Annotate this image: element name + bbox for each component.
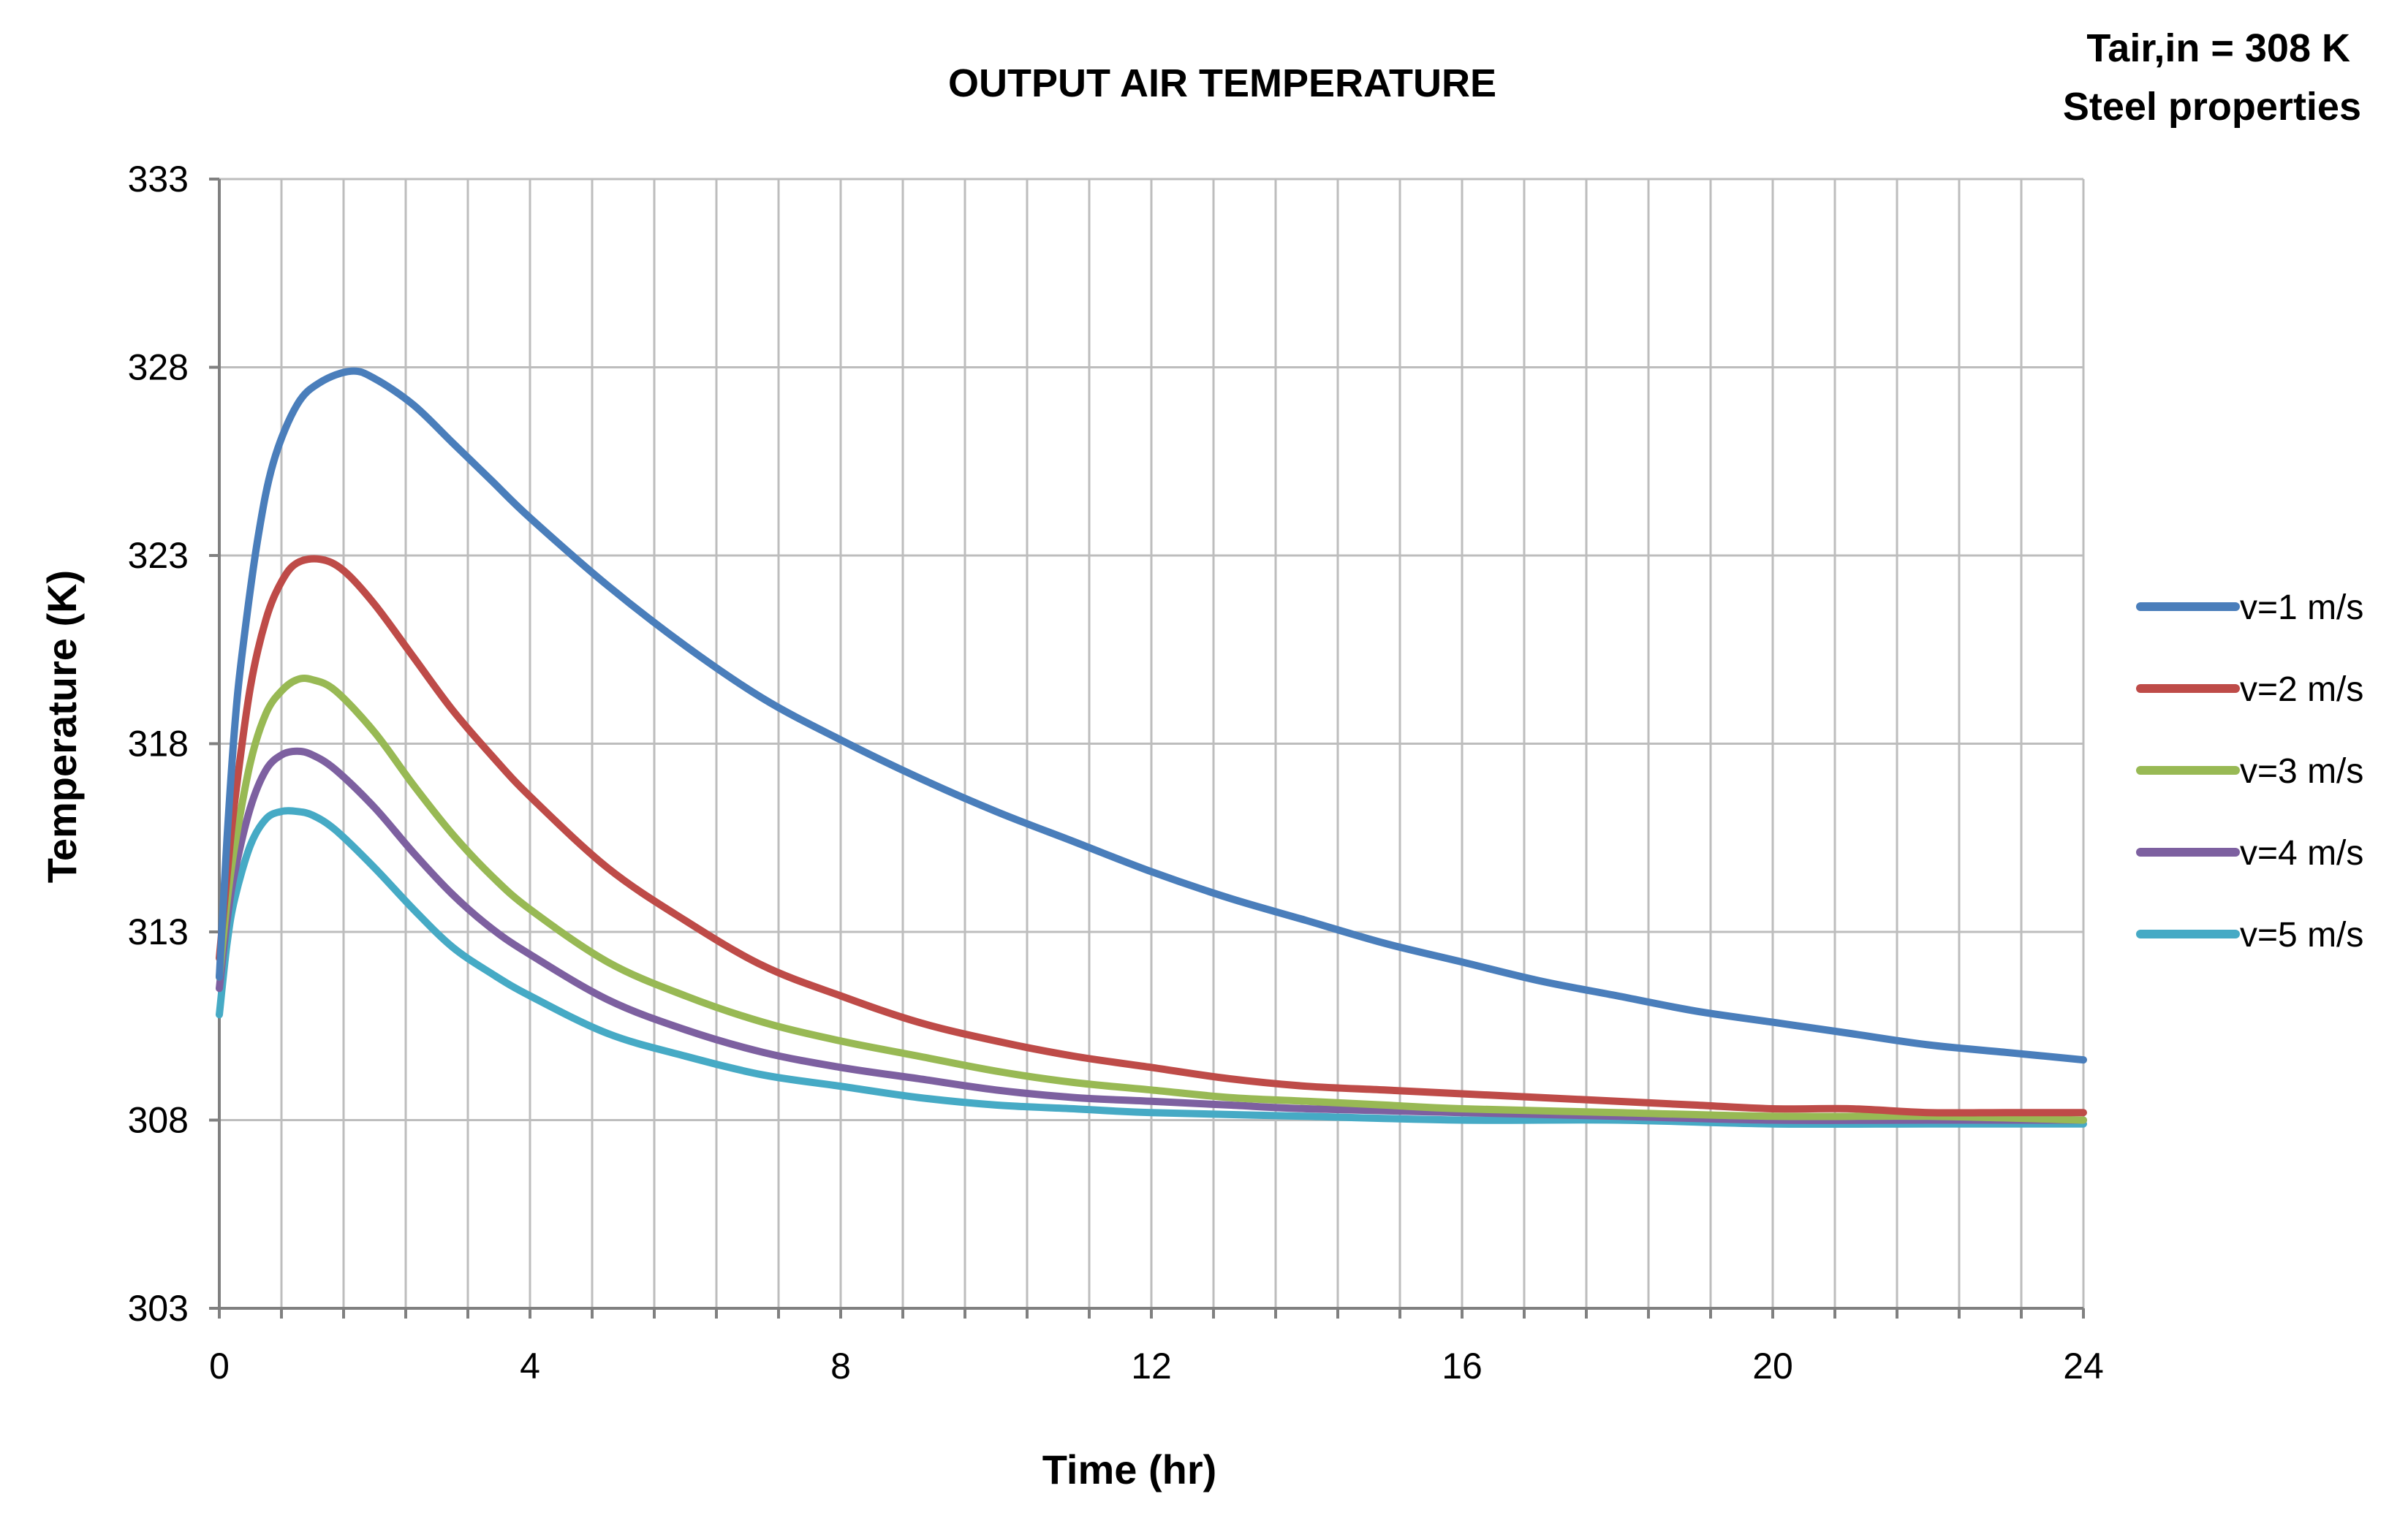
chart-title: OUTPUT AIR TEMPERATURE: [948, 61, 1496, 105]
annotation-inlet-temperature: Tair,in = 308 K: [2086, 26, 2350, 70]
legend-label-v-5-m-s: v=5 m/s: [2240, 916, 2363, 955]
x-tick-label: 20: [1752, 1346, 1793, 1387]
x-tick-label: 0: [209, 1346, 230, 1387]
y-tick-label: 313: [128, 911, 189, 952]
y-tick-label: 323: [128, 535, 189, 576]
legend-label-v-2-m-s: v=2 m/s: [2240, 670, 2363, 709]
series-line-v-5-m-s: [216, 807, 2087, 1129]
x-tick-label: 8: [830, 1346, 851, 1387]
y-tick-label: 328: [128, 347, 189, 388]
series-lines: [216, 367, 2087, 1129]
x-tick-label: 4: [520, 1346, 540, 1387]
series-line-v-3-m-s: [216, 675, 2087, 1124]
y-tick-label: 308: [128, 1100, 189, 1141]
y-tick-label: 333: [128, 159, 189, 200]
x-tick-label: 24: [2063, 1346, 2104, 1387]
y-tick-label: 318: [128, 724, 189, 765]
x-axis-label: Time (hr): [1042, 1446, 1217, 1492]
x-tick-label: 16: [1442, 1346, 1483, 1387]
axes: [209, 178, 2085, 1319]
legend: v=1 m/s v=2 m/s v=3 m/s v=4 m/s v=5 m/s: [2136, 588, 2363, 955]
legend-label-v-3-m-s: v=3 m/s: [2240, 752, 2363, 791]
legend-label-v-4-m-s: v=4 m/s: [2240, 834, 2363, 873]
tick-labels: 303 308 313 318 323 328 333 0 4 8 12 16 20 24: [128, 159, 2104, 1387]
y-tick-label: 303: [128, 1288, 189, 1329]
x-tick-label: 12: [1131, 1346, 1172, 1387]
series-line-v-1-m-s: [216, 367, 2087, 1064]
annotation-material: Steel properties: [2063, 85, 2361, 129]
series-line-v-2-m-s: [216, 555, 2087, 1117]
legend-label-v-1-m-s: v=1 m/s: [2240, 588, 2363, 627]
series-line-v-4-m-s: [216, 747, 2087, 1124]
y-axis-label: Temperature (K): [39, 570, 85, 883]
